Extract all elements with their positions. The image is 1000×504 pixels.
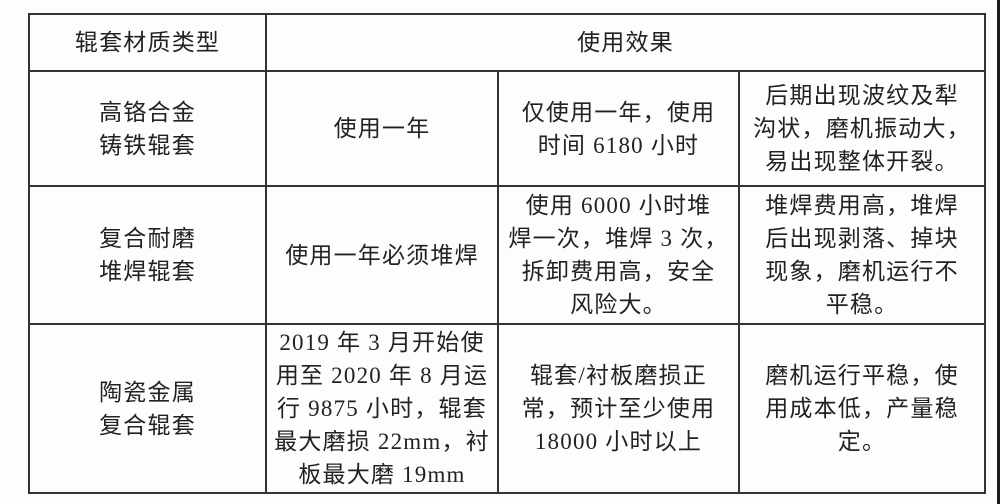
cell-usage-detail-ceramic: 辊套/衬板磨损正 常，预计至少使用 18000 小时以上: [499, 325, 740, 492]
cell-usage-detail-surfacing: 使用 6000 小时堆 焊一次，堆焊 3 次， 拆卸费用高，安全 风险大。: [499, 187, 740, 325]
cell-evaluation-high-chrome: 后期出现波纹及犁 沟状，磨机振动大， 易出现整体开裂。: [740, 72, 984, 187]
right-edge-artifact: [997, 0, 1000, 504]
cell-service-life-ceramic: 2019 年 3 月开始使 用至 2020 年 8 月运 行 9875 小时，辊…: [267, 325, 499, 492]
cell-evaluation-surfacing: 堆焊费用高，堆焊 后出现剥落、掉块 现象，磨机运行不 平稳。: [740, 187, 984, 325]
cell-service-life-high-chrome: 使用一年: [267, 72, 499, 187]
cell-material-ceramic: 陶瓷金属 复合辊套: [30, 325, 267, 492]
cell-material-surfacing: 复合耐磨 堆焊辊套: [30, 187, 267, 325]
cell-evaluation-ceramic: 磨机运行平稳，使 用成本低，产量稳 定。: [765, 363, 959, 454]
roller-sleeve-comparison-table: 辊套材质类型 使用效果 高铬合金 铸铁辊套 使用一年 仅使用一年，使用 时间 6…: [28, 13, 986, 494]
header-material-type: 辊套材质类型: [30, 15, 267, 72]
cell-usage-detail-high-chrome: 仅使用一年，使用 时间 6180 小时: [499, 72, 740, 187]
cell-material-high-chrome: 高铬合金 铸铁辊套: [30, 72, 267, 187]
header-usage-effect: 使用效果: [267, 15, 984, 72]
cell-service-life-surfacing: 使用一年必须堆焊: [267, 187, 499, 325]
